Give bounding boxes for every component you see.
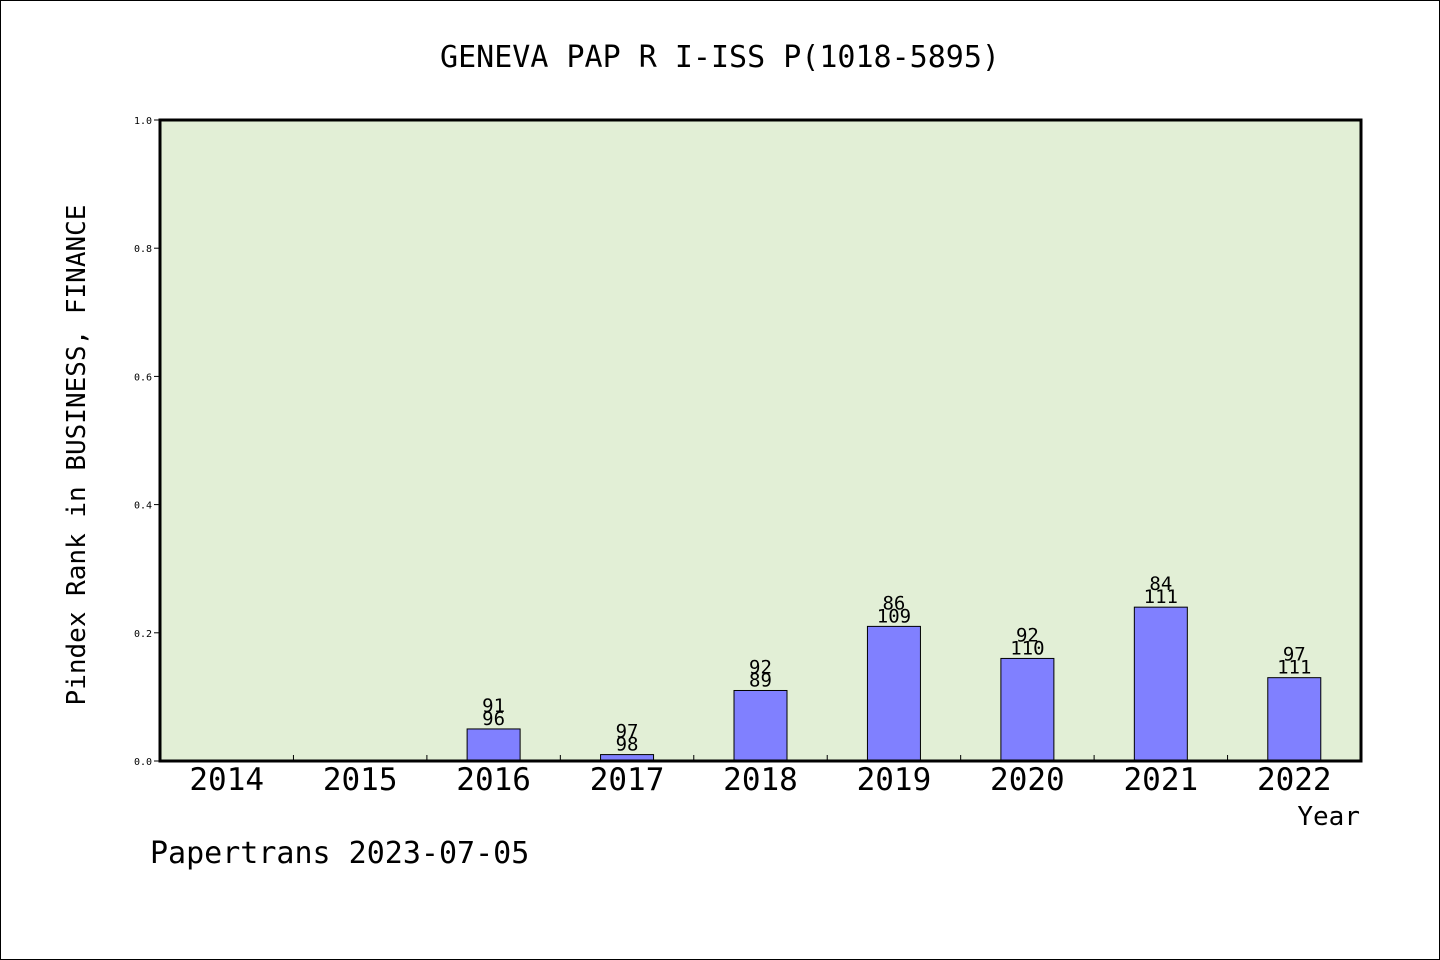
y-tick-label: 1.0	[134, 116, 152, 127]
x-tick-label: 2014	[189, 762, 264, 798]
bar-label-top: 92	[749, 656, 772, 678]
bar-label-bottom: 89	[749, 669, 772, 691]
bar-label-top: 84	[1149, 573, 1172, 595]
bar-label-top: 97	[616, 721, 639, 743]
bar	[1267, 677, 1322, 762]
bar-label-top: 92	[1016, 624, 1039, 646]
x-tick-label: 2018	[723, 762, 798, 798]
bar-label-bottom: 111	[1277, 657, 1311, 679]
bar	[1000, 657, 1055, 762]
bar-label-bottom: 98	[616, 734, 639, 756]
x-tick-label: 2022	[1257, 762, 1332, 798]
bar	[1133, 606, 1188, 762]
chart-title: GENEVA PAP R I-ISS P(1018-5895)	[440, 40, 1000, 75]
x-tick-label: 2016	[456, 762, 531, 798]
y-tick-label: 0.2	[134, 629, 152, 640]
x-tick-label: 2015	[323, 762, 398, 798]
bar	[466, 728, 521, 762]
bar-label-top: 91	[482, 695, 505, 717]
y-axis-label: Pindex Rank in BUSINESS, FINANCE	[62, 205, 92, 706]
x-tick-label: 2021	[1124, 762, 1199, 798]
x-tick-label: 2017	[590, 762, 665, 798]
y-tick-label: 0.6	[134, 372, 152, 383]
bar	[733, 689, 788, 762]
plot-border	[158, 118, 1363, 763]
bar-label-bottom: 96	[482, 708, 505, 730]
bar	[866, 625, 921, 762]
y-tick-label: 0.8	[134, 244, 152, 255]
y-axis: 0.0 0.2 0.4 0.6 0.8 1.0	[134, 116, 160, 768]
x-tick-label: 2019	[857, 762, 932, 798]
x-axis-label: Year	[1297, 802, 1360, 832]
x-axis: 2014 2015 2016 2017 2018 2019 2020 2021 2022	[189, 755, 1332, 798]
bar-label-bottom: 110	[1010, 637, 1044, 659]
bar-label-top: 97	[1283, 644, 1306, 666]
bar-label-top: 86	[882, 592, 905, 614]
y-tick-label: 0.4	[134, 501, 152, 512]
x-tick-label: 2020	[990, 762, 1065, 798]
bar-label-bottom: 109	[877, 605, 911, 627]
y-tick-label: 0.0	[134, 757, 152, 768]
bar-label-bottom: 111	[1144, 586, 1178, 608]
footer-credit: Papertrans 2023-07-05	[150, 836, 529, 871]
